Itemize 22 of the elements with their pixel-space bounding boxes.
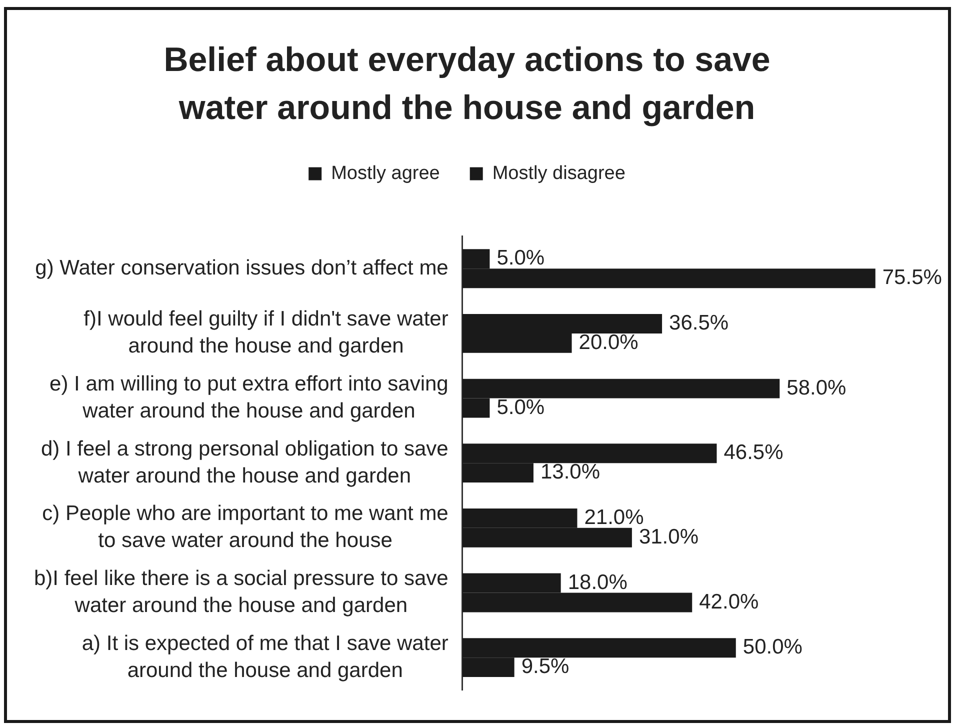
y-tick-label: b)I feel like there is a social pressure to save water around the house and garden (34, 567, 448, 618)
chart-title: Belief about everyday actions to save water around the house and garden (164, 41, 770, 127)
y-tick-label: d) I feel a strong personal obligation to save water around the house and garden (40, 437, 448, 488)
y-tick-label: e) I am willing to put extra effort into saving water around the house and garden (50, 372, 448, 423)
y-tick-label: a) It is expected of me that I save water around the house and garden (82, 632, 448, 682)
data-label: 5.0% (496, 396, 545, 419)
data-label: 20.0% (578, 330, 638, 354)
data-label: 5.0% (496, 246, 545, 270)
data-label: 42.0% (699, 590, 759, 614)
data-label: 13.0% (540, 460, 600, 484)
data-label: 75.5% (882, 266, 942, 290)
data-label: 58.0% (786, 376, 846, 400)
y-tick-label: g) Water conservation issues don’t affect me (35, 256, 448, 280)
data-label: 36.5% (669, 312, 729, 335)
data-label: 46.5% (724, 441, 784, 464)
data-label: 9.5% (521, 655, 570, 678)
y-tick-label: c) People who are important to me want me to save water around the house (42, 502, 448, 552)
legend-label: Mostly disagree (492, 162, 626, 184)
y-tick-label: f)I would feel guilty if I didn't save water around the house and garden (84, 308, 448, 358)
data-label: 50.0% (742, 636, 802, 659)
legend-label: Mostly agree (331, 162, 440, 184)
data-label: 18.0% (568, 570, 628, 594)
